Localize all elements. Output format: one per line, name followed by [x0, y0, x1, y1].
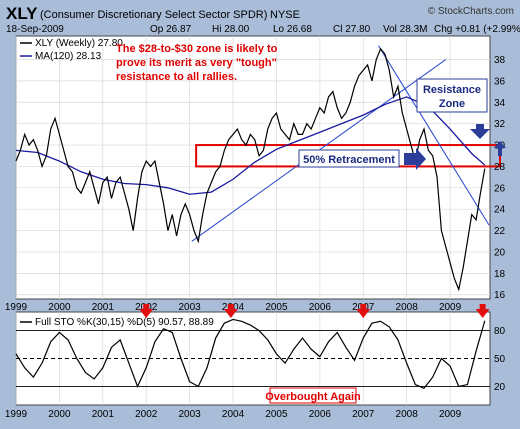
retracement-callout: 50% Retracement — [298, 148, 426, 170]
overbought-arrows — [139, 304, 490, 318]
year-tick-label: 2006 — [309, 302, 332, 313]
resistance-label-2: Zone — [439, 98, 465, 110]
resistance-label-1: Resistance — [423, 84, 481, 96]
note-line-2: prove its merit as very "tough" — [116, 57, 277, 69]
red-down-arrow-icon — [139, 304, 154, 318]
year-tick-label: 2008 — [396, 302, 419, 313]
overbought-callout: Overbought Again — [265, 387, 361, 404]
sto-tick-label: 80 — [494, 326, 506, 337]
volume-value: Vol 28.3M — [383, 24, 427, 35]
price-tick-label: 34 — [494, 98, 506, 109]
red-down-arrow-icon — [356, 304, 371, 318]
sto-year-tick-label: 2008 — [396, 409, 419, 420]
year-tick-label: 1999 — [5, 302, 28, 313]
red-down-arrow-icon — [475, 304, 490, 318]
sto-year-tick-label: 2003 — [179, 409, 202, 420]
price-tick-label: 24 — [494, 205, 506, 216]
series-group — [15, 47, 486, 389]
price-legend-label: XLY (Weekly) 27.80 — [35, 38, 123, 49]
sto-legend: Full STO %K(30,15) %D(5) 90.57, 88.89 — [20, 317, 214, 328]
sto-year-tick-label: 2000 — [48, 409, 71, 420]
year-tick-label: 2009 — [439, 302, 462, 313]
retracement-box — [298, 149, 400, 168]
resistance-zone-callout: Resistance Zone — [416, 78, 488, 113]
downtrend-line — [377, 45, 490, 226]
sto-tick-label: 20 — [494, 382, 506, 393]
sto-year-tick-label: 2007 — [352, 409, 375, 420]
price-legend: XLY (Weekly) 27.80 MA(120) 28.13 — [20, 38, 123, 62]
price-tick-label: 18 — [494, 269, 506, 280]
year-tick-label: 2001 — [92, 302, 115, 313]
zone-right-arrow-icon — [494, 141, 506, 156]
date-label: 18-Sep-2009 — [6, 24, 64, 35]
source-label: © StockCharts.com — [428, 6, 514, 17]
price-tick-label: 20 — [494, 247, 506, 258]
note-line-3: resistance to all rallies. — [116, 71, 237, 83]
price-plot-area — [15, 35, 491, 300]
price-line — [15, 47, 486, 292]
year-tick-label: 2005 — [265, 302, 288, 313]
overbought-box — [269, 387, 357, 404]
year-tick-label: 2000 — [48, 302, 71, 313]
price-tick-label: 16 — [494, 290, 506, 301]
sto-year-tick-label: 2009 — [439, 409, 462, 420]
sto-year-tick-label: 2001 — [92, 409, 115, 420]
retracement-label: 50% Retracement — [303, 154, 395, 166]
resistance-note: The $28-to-$30 zone is likely to prove i… — [116, 43, 278, 83]
price-tick-label: 38 — [494, 55, 506, 66]
sto-year-tick-label: 1999 — [5, 409, 28, 420]
close-value: Cl 27.80 — [333, 24, 371, 35]
open-value: Op 26.87 — [150, 24, 192, 35]
ma-120-line — [15, 96, 486, 195]
symbol-label: XLY — [6, 4, 38, 23]
high-value: Hi 28.00 — [212, 24, 250, 35]
note-line-1: The $28-to-$30 zone is likely to — [116, 43, 278, 55]
sto-tick-label: 50 — [494, 354, 506, 365]
price-tick-label: 32 — [494, 119, 506, 130]
price-tick-label: 28 — [494, 162, 506, 173]
year-tick-label: 2003 — [179, 302, 202, 313]
ma-legend-label: MA(120) 28.13 — [35, 51, 102, 62]
exchange-label: NYSE — [270, 9, 300, 21]
price-tick-label: 26 — [494, 183, 506, 194]
low-value: Lo 26.68 — [273, 24, 312, 35]
retracement-arrow-icon — [404, 148, 426, 170]
price-tick-label: 22 — [494, 226, 506, 237]
security-name: (Consumer Discretionary Select Sector SP… — [40, 9, 267, 21]
sto-legend-label: Full STO %K(30,15) %D(5) 90.57, 88.89 — [35, 317, 214, 328]
sto-year-tick-label: 2006 — [309, 409, 332, 420]
zone-down-arrow-icon — [470, 124, 490, 139]
resistance-zone-box — [416, 78, 488, 113]
sto-year-tick-label: 2005 — [265, 409, 288, 420]
overbought-label: Overbought Again — [265, 391, 361, 403]
sto-line — [15, 318, 486, 389]
price-tick-label: 36 — [494, 76, 506, 87]
sto-year-tick-label: 2004 — [222, 409, 245, 420]
change-value: Chg +0.81 (+2.99%) — [434, 24, 520, 35]
red-down-arrow-icon — [223, 304, 238, 318]
sto-year-tick-label: 2002 — [135, 409, 158, 420]
